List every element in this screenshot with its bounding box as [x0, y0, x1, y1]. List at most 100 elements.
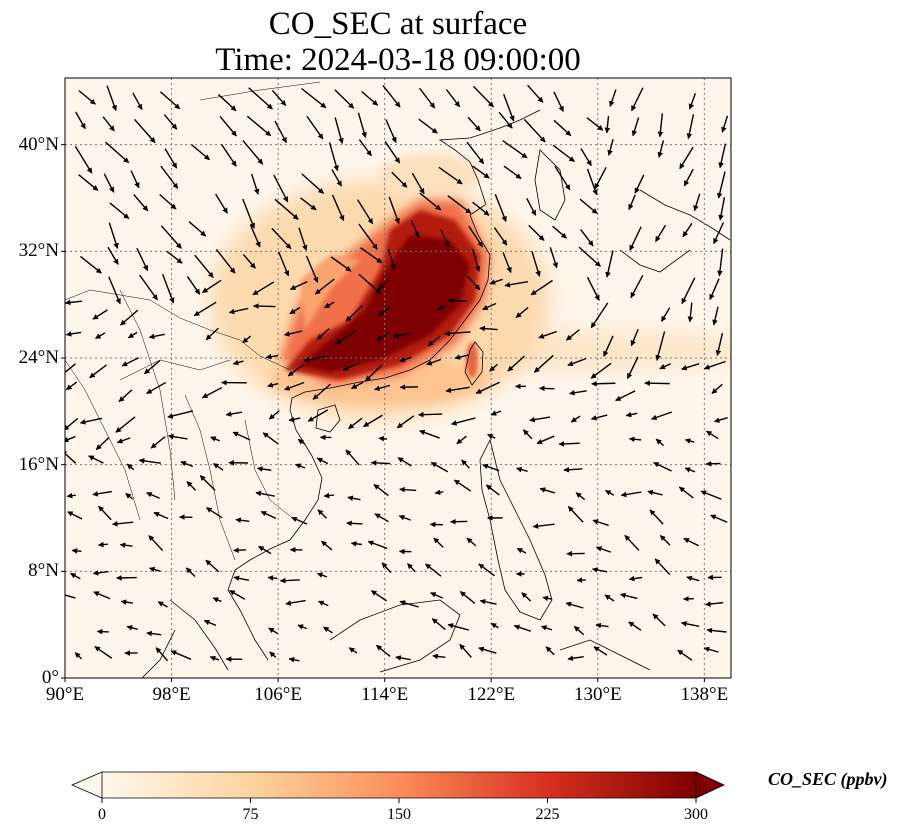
wind-arrow	[107, 246, 119, 265]
wind-arrow	[684, 467, 696, 473]
wind-arrow	[144, 359, 161, 375]
lon-tick-label: 90°E	[45, 684, 85, 705]
wind-arrow	[494, 193, 507, 223]
wind-arrow	[434, 489, 444, 496]
wind-arrow	[513, 624, 532, 632]
lon-tick-label: 130°E	[573, 684, 622, 705]
wind-arrow	[357, 112, 367, 139]
wind-arrow	[356, 199, 374, 225]
wind-arrow	[569, 390, 587, 396]
wind-arrow	[300, 197, 317, 211]
wind-arrow	[528, 224, 545, 241]
wind-arrow	[348, 417, 363, 430]
wind-arrow	[316, 572, 328, 578]
wind-arrow	[553, 119, 572, 137]
wind-arrow	[155, 647, 169, 662]
wind-arrow	[79, 417, 103, 425]
wind-arrow	[160, 165, 179, 189]
wind-arrow	[166, 250, 183, 264]
wind-arrow	[705, 601, 724, 607]
wind-arrow	[711, 383, 723, 394]
wind-arrow	[502, 252, 512, 273]
wind-arrow	[317, 509, 327, 519]
wind-arrow	[138, 458, 161, 464]
wind-arrow	[459, 643, 472, 658]
wind-arrow	[682, 222, 693, 238]
wind-arrow	[713, 222, 725, 245]
wind-arrow	[377, 279, 390, 290]
wind-arrow	[133, 118, 156, 144]
wind-arrow	[472, 248, 481, 272]
wind-arrow	[573, 625, 585, 636]
wind-arrow	[164, 148, 178, 169]
wind-arrow	[660, 307, 671, 322]
wind-arrow	[381, 562, 392, 574]
wind-arrow	[516, 547, 527, 554]
wind-arrow	[150, 436, 166, 449]
wind-arrow	[539, 385, 555, 392]
wind-arrow	[65, 331, 82, 337]
wind-arrow	[70, 572, 81, 580]
colorbar-tick-label: 300	[684, 806, 708, 823]
wind-arrow	[395, 655, 411, 661]
colorbar	[70, 771, 725, 803]
wind-arrow	[683, 168, 694, 187]
wind-arrow	[312, 383, 332, 400]
wind-arrow	[565, 601, 584, 609]
wind-arrow	[653, 462, 672, 472]
wind-arrow	[301, 87, 327, 109]
wind-arrow	[709, 278, 720, 301]
wind-arrow	[331, 169, 343, 187]
wind-arrow	[591, 380, 616, 387]
wind-arrow	[92, 490, 113, 497]
wind-arrow	[545, 646, 555, 656]
wind-arrow	[398, 515, 411, 521]
wind-arrow	[301, 173, 325, 194]
colorbar-tick-label: 150	[387, 806, 411, 823]
lat-tick-label: 32°N	[18, 240, 59, 262]
wind-arrow	[493, 227, 508, 246]
wind-arrow	[153, 511, 169, 520]
wind-arrow	[586, 117, 604, 131]
wind-arrow	[250, 173, 260, 195]
wind-arrow	[262, 432, 279, 445]
wind-arrow	[121, 357, 140, 367]
wind-arrow	[504, 280, 529, 288]
wind-arrow	[593, 646, 608, 656]
wind-arrow	[594, 166, 607, 190]
wind-arrow	[552, 144, 575, 163]
wind-arrow	[65, 381, 78, 391]
wind-arrow	[686, 575, 700, 582]
wind-arrow	[595, 546, 612, 553]
wind-arrow	[521, 592, 532, 602]
wind-arrow	[267, 575, 278, 581]
wind-arrow	[375, 644, 391, 657]
wind-arrow	[567, 655, 584, 662]
wind-arrow	[232, 431, 251, 441]
wind-arrow	[590, 302, 609, 329]
lon-tick-label: 122°E	[467, 684, 516, 705]
wind-arrow	[472, 85, 494, 108]
wind-arrow	[687, 302, 694, 323]
lat-tick-label: 40°N	[18, 133, 59, 155]
wind-arrow	[549, 247, 558, 269]
wind-arrow	[576, 577, 586, 583]
wind-arrow	[203, 619, 217, 627]
wind-arrow	[453, 479, 472, 492]
wind-arrow	[485, 484, 500, 496]
wind-arrow	[242, 198, 255, 229]
wind-arrow	[273, 174, 289, 203]
wind-arrow	[170, 650, 192, 660]
wind-arrow	[466, 275, 481, 291]
wind-arrow	[631, 117, 640, 137]
wind-arrow	[358, 223, 378, 250]
colorbar-tick-label: 225	[535, 806, 560, 823]
wind-arrow	[106, 85, 117, 112]
wind-arrow	[97, 541, 108, 548]
wind-arrow	[163, 114, 178, 130]
wind-arrow	[703, 360, 726, 370]
wind-arrow	[305, 255, 319, 283]
wind-arrow	[136, 247, 149, 272]
wind-arrow	[586, 168, 598, 196]
wind-arrow	[358, 139, 372, 157]
